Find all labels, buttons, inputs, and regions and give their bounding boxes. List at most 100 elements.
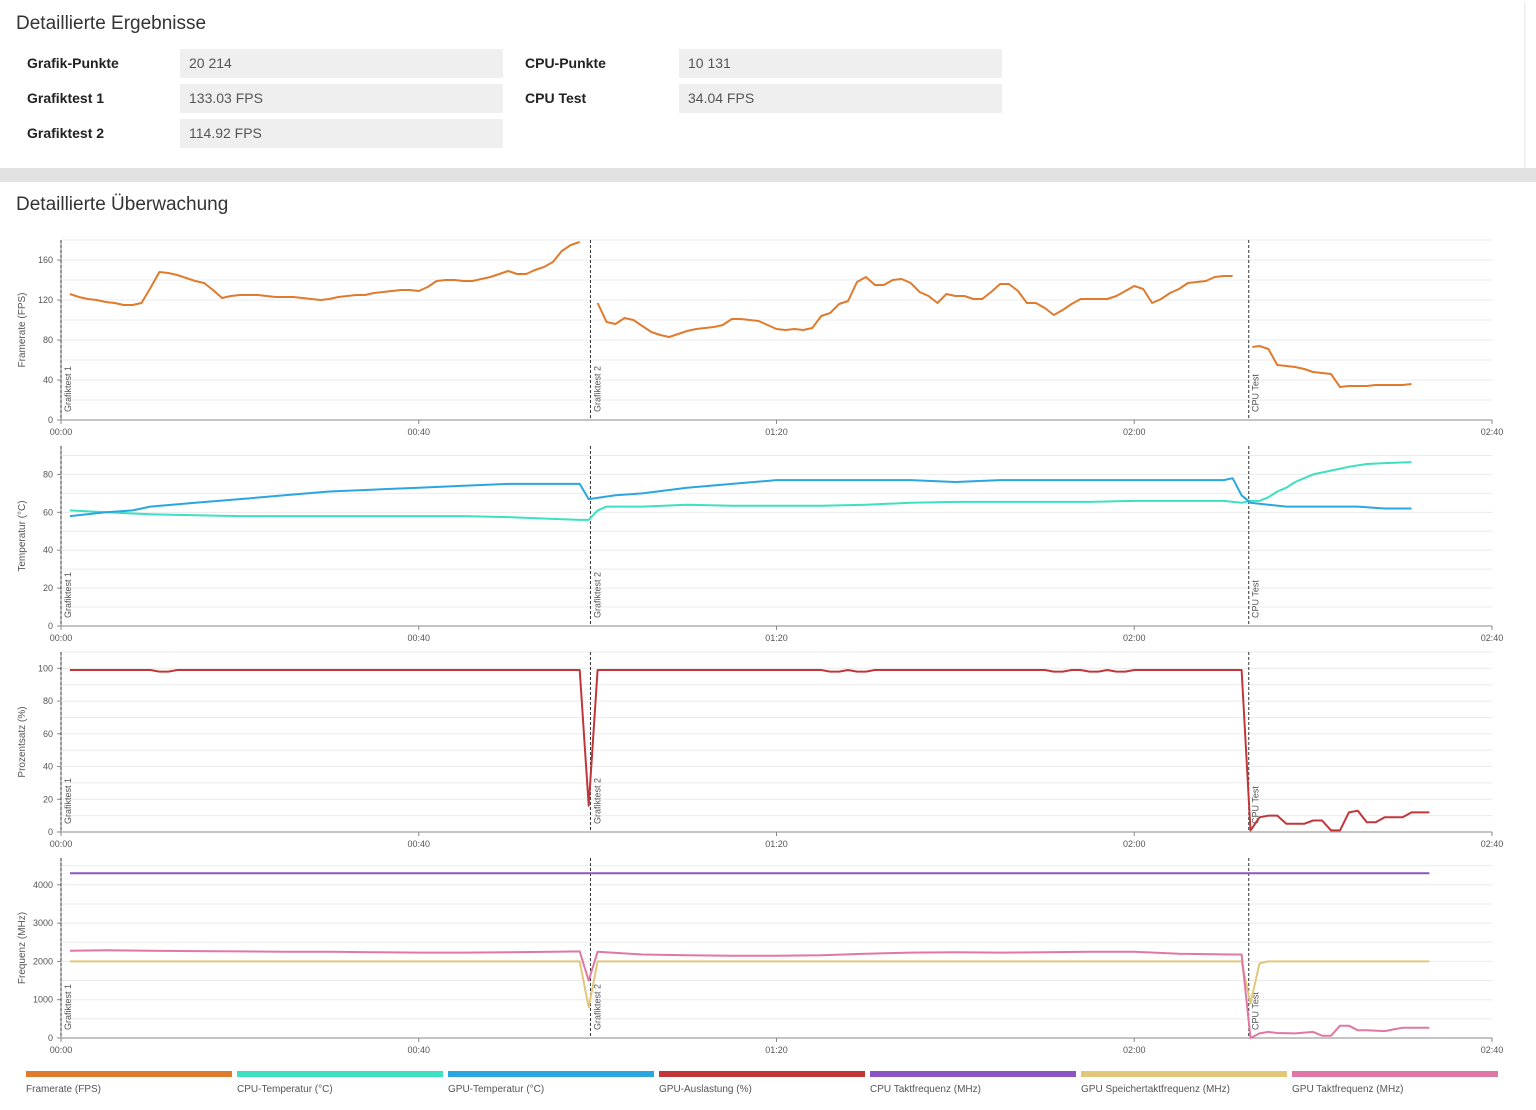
result-label-cpu-test: CPU Test — [525, 90, 587, 106]
y-tick-label: 80 — [43, 696, 53, 706]
legend-swatch — [26, 1071, 232, 1077]
legend-label: GPU-Temperatur (°C) — [448, 1084, 545, 1095]
y-tick-label: 2000 — [33, 956, 53, 966]
test-marker-label: Grafiktest 1 — [63, 572, 73, 618]
test-marker-label: CPU Test — [1251, 580, 1261, 618]
x-tick-label: 00:40 — [407, 839, 430, 849]
legend-item-gpu-memory-clock[interactable]: GPU Speichertaktfrequenz (MHz) — [1081, 1071, 1287, 1095]
series-line — [69, 669, 1430, 832]
x-tick-label: 00:00 — [50, 839, 73, 849]
y-tick-label: 40 — [43, 762, 53, 772]
result-value-graphics-test-1: 133.03 FPS — [180, 84, 503, 113]
legend-label: GPU-Auslastung (%) — [659, 1084, 752, 1095]
legend-swatch — [870, 1071, 1076, 1077]
result-value-graphics-score: 20 214 — [180, 49, 503, 78]
legend-item-cpu-clock[interactable]: CPU Taktfrequenz (MHz) — [870, 1071, 1076, 1095]
y-axis-title: Prozentsatz (%) — [17, 706, 28, 777]
x-tick-label: 00:00 — [50, 427, 73, 437]
result-value-cpu-test: 34.04 FPS — [679, 84, 1002, 113]
y-axis-title: Frequenz (MHz) — [17, 912, 28, 984]
y-tick-label: 40 — [43, 375, 53, 385]
y-tick-label: 20 — [43, 794, 53, 804]
test-marker-label: Grafiktest 1 — [63, 984, 73, 1030]
test-marker-label: Grafiktest 1 — [63, 366, 73, 412]
test-marker-label: Grafiktest 2 — [592, 572, 602, 618]
series-line — [69, 241, 581, 306]
legend-swatch — [659, 1071, 865, 1077]
x-tick-label: 02:00 — [1123, 839, 1146, 849]
test-marker-label: Grafiktest 2 — [592, 366, 602, 412]
test-marker-label: CPU Test — [1251, 992, 1261, 1030]
y-tick-label: 120 — [38, 295, 53, 305]
series-line — [69, 949, 1430, 1039]
y-tick-label: 20 — [43, 583, 53, 593]
x-tick-label: 02:40 — [1481, 633, 1504, 643]
y-tick-label: 40 — [43, 545, 53, 555]
legend-item-framerate[interactable]: Framerate (FPS) — [26, 1071, 232, 1095]
y-tick-label: 1000 — [33, 995, 53, 1005]
x-tick-label: 02:00 — [1123, 427, 1146, 437]
results-panel: Detaillierte Ergebnisse Grafik-Punkte 20… — [0, 0, 1524, 168]
result-label-graphics-test-1: Grafiktest 1 — [27, 90, 105, 106]
legend-label: CPU-Temperatur (°C) — [237, 1084, 333, 1095]
x-tick-label: 00:00 — [50, 633, 73, 643]
x-tick-label: 01:20 — [765, 839, 788, 849]
legend-item-cpu-temperature[interactable]: CPU-Temperatur (°C) — [237, 1071, 443, 1095]
x-tick-label: 00:00 — [50, 1045, 73, 1055]
x-tick-label: 02:40 — [1481, 1045, 1504, 1055]
test-marker-label: Grafiktest 1 — [63, 778, 73, 824]
y-tick-label: 3000 — [33, 918, 53, 928]
x-tick-label: 02:00 — [1123, 633, 1146, 643]
test-marker-label: CPU Test — [1251, 374, 1261, 412]
series-line — [1252, 345, 1412, 388]
y-tick-label: 60 — [43, 507, 53, 517]
y-axis-title: Framerate (FPS) — [17, 292, 28, 367]
x-tick-label: 02:40 — [1481, 427, 1504, 437]
x-tick-label: 01:20 — [765, 633, 788, 643]
test-marker-label: CPU Test — [1251, 786, 1261, 824]
x-tick-label: 00:40 — [407, 1045, 430, 1055]
legend-swatch — [448, 1071, 654, 1077]
x-tick-label: 00:40 — [407, 427, 430, 437]
series-line — [69, 461, 1412, 521]
legend-swatch — [237, 1071, 443, 1077]
result-label-graphics-score: Grafik-Punkte — [27, 55, 119, 71]
y-tick-label: 0 — [48, 1033, 53, 1043]
legend-item-gpu-temperature[interactable]: GPU-Temperatur (°C) — [448, 1071, 654, 1095]
y-tick-label: 0 — [48, 415, 53, 425]
y-tick-label: 100 — [38, 663, 53, 673]
y-tick-label: 0 — [48, 827, 53, 837]
x-tick-label: 00:40 — [407, 633, 430, 643]
series-line — [69, 960, 1430, 1009]
y-tick-label: 60 — [43, 729, 53, 739]
test-marker-label: Grafiktest 2 — [592, 984, 602, 1030]
result-label-graphics-test-2: Grafiktest 2 — [27, 125, 105, 141]
legend-label: CPU Taktfrequenz (MHz) — [870, 1084, 981, 1095]
y-tick-label: 160 — [38, 255, 53, 265]
legend-item-gpu-clock[interactable]: GPU Taktfrequenz (MHz) — [1292, 1071, 1498, 1095]
legend-label: GPU Speichertaktfrequenz (MHz) — [1081, 1084, 1230, 1095]
legend-label: Framerate (FPS) — [26, 1084, 102, 1095]
x-tick-label: 01:20 — [765, 1045, 788, 1055]
legend-swatch — [1081, 1071, 1287, 1077]
legend-item-gpu-load[interactable]: GPU-Auslastung (%) — [659, 1071, 865, 1095]
x-tick-label: 02:00 — [1123, 1045, 1146, 1055]
results-title: Detaillierte Ergebnisse — [16, 13, 207, 34]
y-tick-label: 0 — [48, 621, 53, 631]
monitoring-title: Detaillierte Überwachung — [16, 194, 229, 215]
section-divider — [0, 168, 1536, 182]
y-tick-label: 4000 — [33, 880, 53, 890]
test-marker-label: Grafiktest 2 — [592, 778, 602, 824]
legend-swatch — [1292, 1071, 1498, 1077]
y-tick-label: 80 — [43, 469, 53, 479]
result-value-graphics-test-2: 114.92 FPS — [180, 119, 503, 148]
result-value-cpu-score: 10 131 — [679, 49, 1002, 78]
result-label-cpu-score: CPU-Punkte — [525, 55, 606, 71]
x-tick-label: 02:40 — [1481, 839, 1504, 849]
x-tick-label: 01:20 — [765, 427, 788, 437]
y-tick-label: 80 — [43, 335, 53, 345]
monitoring-charts: 0 40 80 120 160 00:00 00:40 01:20 02:00 02:40 Fram… — [17, 239, 1504, 1055]
series-line — [69, 477, 1412, 518]
series-line — [596, 275, 1233, 338]
legend-label: GPU Taktfrequenz (MHz) — [1292, 1084, 1404, 1095]
